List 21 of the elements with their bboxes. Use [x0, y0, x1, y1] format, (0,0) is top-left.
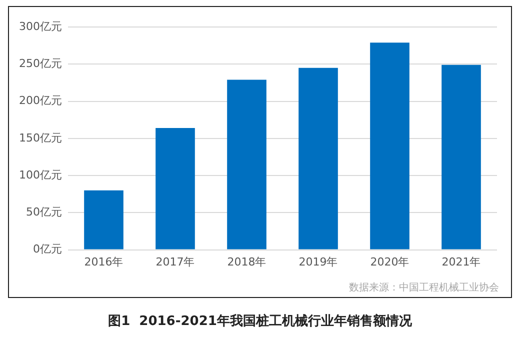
text: 图1 2016-2021年我国桩工机械行业年销售额情况	[107, 312, 413, 330]
y-tick-label: 300亿元	[18, 20, 62, 33]
x-tick-label: 2019年	[298, 255, 338, 268]
bar	[442, 64, 481, 250]
y-tick-label: 250亿元	[18, 56, 62, 70]
x-tick-label: 2021年	[442, 255, 481, 268]
x-tick-label: 2016年	[84, 255, 124, 268]
bar	[370, 42, 410, 250]
x-tick-label: 2017年	[156, 255, 195, 268]
y-tick-label: 50亿元	[26, 206, 62, 219]
bar	[156, 128, 195, 250]
bar	[84, 190, 124, 250]
x-tick-label: 2018年	[227, 255, 266, 268]
bar	[298, 68, 338, 250]
y-tick-label: 100亿元	[18, 168, 62, 182]
y-tick-label: 0亿元	[32, 242, 62, 256]
y-tick-label: 150亿元	[18, 131, 62, 144]
y-tick-label: 200亿元	[18, 94, 62, 108]
x-tick-label: 2020年	[370, 255, 410, 268]
source-note: 数据来源：中国工程机械工业协会	[349, 282, 499, 294]
bar	[227, 80, 266, 250]
